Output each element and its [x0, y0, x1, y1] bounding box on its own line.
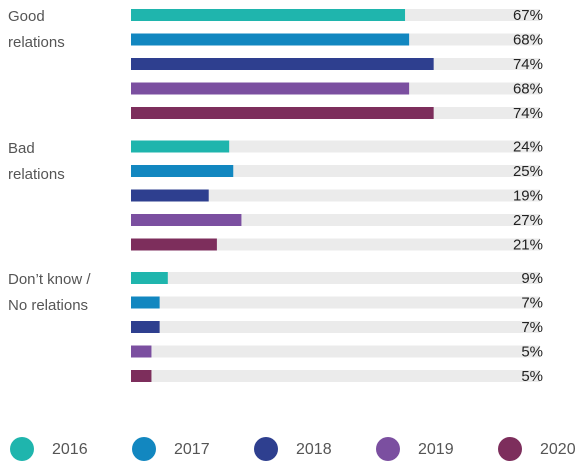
bar [131, 296, 160, 309]
bar [131, 321, 160, 333]
bar-track [131, 345, 540, 358]
bar-track [131, 238, 540, 251]
value-label: 24% [513, 138, 543, 155]
value-label: 19% [513, 187, 543, 204]
bar [131, 107, 434, 119]
bar [131, 165, 234, 177]
bar [131, 238, 217, 251]
bar [131, 33, 410, 46]
value-label: 25% [513, 163, 543, 180]
bar-track [131, 189, 540, 202]
value-label: 27% [513, 212, 543, 229]
category-label: Bad relations [8, 139, 65, 183]
bar [131, 370, 152, 382]
value-label: 74% [513, 105, 543, 122]
value-label: 5% [521, 343, 543, 360]
bar [131, 345, 152, 358]
bar-track [131, 370, 540, 382]
legend-label: 2016 [52, 441, 88, 458]
bar [131, 214, 242, 226]
value-label: 7% [521, 319, 543, 336]
legend-label: 2020 [540, 441, 576, 458]
bar-track [131, 296, 540, 309]
legend-swatch [254, 437, 278, 461]
legend-swatch [132, 437, 156, 461]
legend-swatch [376, 437, 400, 461]
value-label: 21% [513, 236, 543, 253]
legend-label: 2017 [174, 441, 210, 458]
value-label: 5% [521, 368, 543, 385]
bar-track [131, 272, 540, 284]
value-label: 7% [521, 294, 543, 311]
value-label: 67% [513, 7, 543, 24]
bar [131, 9, 406, 21]
legend-swatch [10, 437, 34, 461]
category-label: Don’t know / No relations [8, 271, 91, 314]
value-label: 68% [513, 31, 543, 48]
value-label: 68% [513, 80, 543, 97]
legend-label: 2018 [296, 441, 332, 458]
legend-swatch [498, 437, 522, 461]
bar [131, 272, 168, 284]
bar-track [131, 321, 540, 333]
bar [131, 82, 410, 95]
bar-track [131, 140, 540, 153]
bar [131, 189, 209, 202]
category-label: Good relations [8, 8, 65, 51]
value-label: 9% [521, 270, 543, 287]
bar [131, 58, 434, 70]
value-label: 74% [513, 56, 543, 73]
bar [131, 140, 230, 153]
legend-label: 2019 [418, 441, 454, 458]
